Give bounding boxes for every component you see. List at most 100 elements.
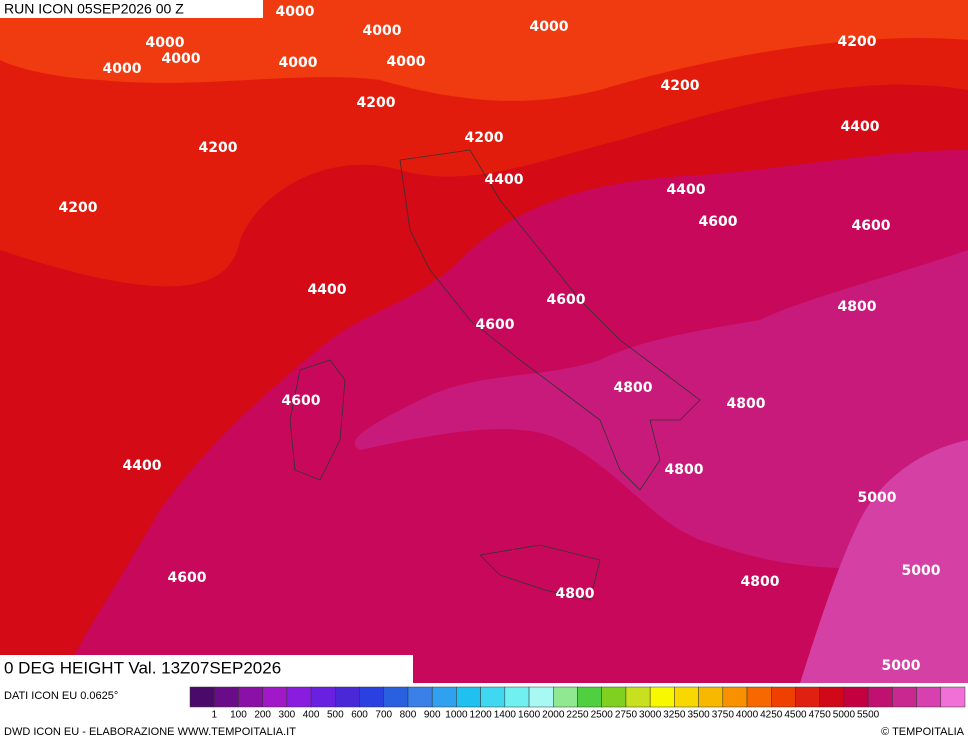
legend-label: 3000 — [639, 710, 662, 721]
contour-label: 4000 — [103, 61, 142, 77]
legend-swatch — [722, 686, 748, 708]
contour-label: 4200 — [199, 140, 238, 156]
legend-label: 2000 — [542, 710, 565, 721]
field-4000 — [0, 0, 968, 101]
source-label: DATI ICON EU 0.0625° — [4, 690, 118, 702]
contour-label: 4600 — [476, 317, 515, 333]
legend-swatch — [407, 686, 433, 708]
legend-label: 2250 — [566, 710, 589, 721]
legend-label: 4750 — [809, 710, 832, 721]
contour-label: 4800 — [741, 574, 780, 590]
field-4800 — [354, 250, 968, 569]
contour-label: 4600 — [852, 218, 891, 234]
legend-swatch — [286, 686, 312, 708]
legend-label: 600 — [351, 710, 368, 721]
run-label: RUN ICON 05SEP2026 00 Z — [4, 1, 184, 17]
contour-label: 4000 — [530, 19, 569, 35]
legend-swatch — [892, 686, 917, 708]
legend-label: 1600 — [518, 710, 541, 721]
contour-label: 5000 — [902, 563, 941, 579]
map-title: 0 DEG HEIGHT Val. 13Z07SEP2026 — [4, 658, 281, 677]
contour-label: 4800 — [614, 380, 653, 396]
legend-swatch — [916, 686, 942, 708]
contour-label: 4800 — [727, 396, 766, 412]
contour-label: 4200 — [357, 95, 396, 111]
legend-label: 4000 — [736, 710, 759, 721]
legend-label: 5000 — [833, 710, 856, 721]
legend-label: 900 — [424, 710, 441, 721]
legend-label: 800 — [400, 710, 417, 721]
run-box — [0, 0, 263, 18]
legend-label: 1 — [211, 710, 217, 721]
contour-label: 4200 — [465, 130, 504, 146]
legend-swatch — [431, 686, 457, 708]
legend-label: 400 — [303, 710, 320, 721]
legend-swatch — [843, 686, 869, 708]
legend-swatch — [601, 686, 627, 708]
contour-label: 4000 — [279, 55, 318, 71]
coastline — [399, 149, 701, 491]
contour-label: 4800 — [838, 299, 877, 315]
legend-swatch — [746, 686, 772, 708]
contour-label: 4000 — [387, 54, 426, 70]
contour-label: 4400 — [841, 119, 880, 135]
contour-label: 4200 — [59, 200, 98, 216]
coastline — [289, 359, 346, 481]
legend-label: 1000 — [445, 710, 468, 721]
contour-label: 4200 — [661, 78, 700, 94]
title-box — [0, 655, 413, 683]
legend-label: 4250 — [760, 710, 783, 721]
legend-label: 3250 — [663, 710, 686, 721]
contour-label: 4600 — [547, 292, 586, 308]
legend-swatch — [238, 686, 263, 708]
legend-label: 100 — [230, 710, 247, 721]
legend-swatch — [335, 686, 360, 708]
legend-label: 3750 — [712, 710, 735, 721]
legend-swatch — [649, 686, 675, 708]
legend-swatch — [553, 686, 578, 708]
contour-label: 4400 — [485, 172, 524, 188]
contour-label: 4400 — [123, 458, 162, 474]
contour-label: 4800 — [665, 462, 704, 478]
legend-label: 5500 — [857, 710, 880, 721]
contour-label: 4200 — [838, 34, 877, 50]
legend-swatch — [310, 686, 336, 708]
field-5000 — [800, 440, 968, 683]
legend-label: 2750 — [615, 710, 638, 721]
legend-swatch — [359, 686, 384, 708]
legend-swatch — [189, 686, 215, 708]
legend-swatch — [625, 686, 651, 708]
legend-swatch — [456, 686, 481, 708]
legend-label: 700 — [375, 710, 392, 721]
legend-label: 1400 — [494, 710, 517, 721]
legend-label: 3500 — [687, 710, 710, 721]
legend-swatch — [674, 686, 699, 708]
copyright: © TEMPOITALIA — [881, 726, 965, 738]
contour-label: 5000 — [858, 490, 897, 506]
contour-label: 4000 — [276, 4, 315, 20]
credit: DWD ICON EU - ELABORAZIONE WWW.TEMPOITAL… — [4, 726, 296, 738]
legend-swatch — [528, 686, 554, 708]
contour-label: 4000 — [162, 51, 201, 67]
contour-label: 4000 — [146, 35, 185, 51]
legend-swatch — [577, 686, 602, 708]
legend-swatch — [262, 686, 288, 708]
contour-label: 4000 — [363, 23, 402, 39]
legend-swatch — [940, 686, 966, 708]
legend-label: 200 — [254, 710, 271, 721]
legend-swatch — [698, 686, 724, 708]
legend-swatch — [795, 686, 820, 708]
legend-swatch — [504, 686, 530, 708]
contour-label: 4600 — [282, 393, 321, 409]
contour-label: 4800 — [556, 586, 595, 602]
coastline — [479, 544, 601, 601]
legend-label: 500 — [327, 710, 344, 721]
legend-swatch — [480, 686, 506, 708]
legend-swatch — [383, 686, 409, 708]
legend-label: 2500 — [591, 710, 614, 721]
legend-label: 1200 — [470, 710, 493, 721]
legend-label: 4500 — [784, 710, 807, 721]
contour-label: 4400 — [667, 182, 706, 198]
